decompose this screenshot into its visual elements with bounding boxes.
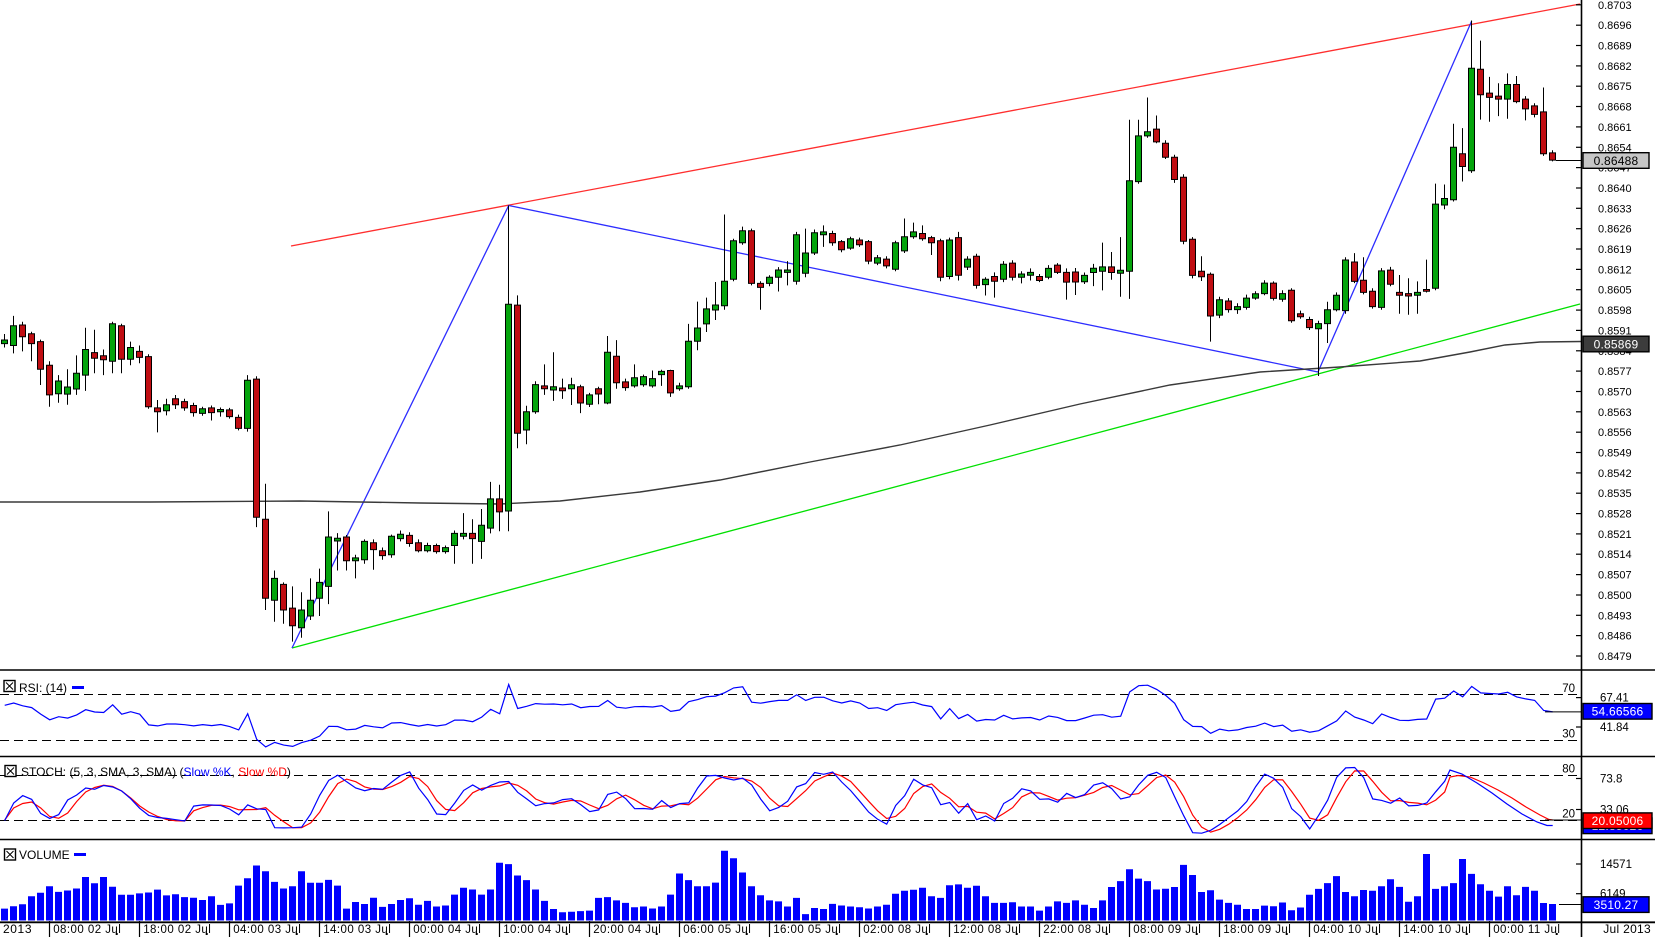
svg-text:12:00 08 Jul: 12:00 08 Jul	[953, 924, 1021, 936]
svg-text:0.8619: 0.8619	[1598, 244, 1632, 256]
svg-text:70: 70	[1562, 683, 1575, 695]
svg-text:0.8500: 0.8500	[1598, 590, 1632, 602]
svg-text:14:00 10 Jul: 14:00 10 Jul	[1403, 924, 1471, 936]
svg-text:0.86488: 0.86488	[1594, 154, 1639, 168]
svg-text:20.05006: 20.05006	[1592, 814, 1644, 828]
svg-text:00:00 11 Jul: 00:00 11 Jul	[1493, 924, 1560, 936]
svg-text:0.8528: 0.8528	[1598, 509, 1632, 521]
svg-text:80: 80	[1562, 764, 1575, 776]
svg-text:RSI: (14): RSI: (14)	[19, 681, 67, 695]
svg-text:14571: 14571	[1600, 859, 1632, 871]
svg-text:0.8605: 0.8605	[1598, 285, 1632, 297]
svg-text:0.8549: 0.8549	[1598, 448, 1632, 460]
svg-text:0.8563: 0.8563	[1598, 407, 1632, 419]
svg-text:02:00 08 Jul: 02:00 08 Jul	[863, 924, 931, 936]
svg-text:18:00 02 Jul: 18:00 02 Jul	[143, 924, 211, 936]
svg-text:0.8689: 0.8689	[1598, 41, 1632, 53]
svg-text:18:00 09 Jul: 18:00 09 Jul	[1223, 924, 1291, 936]
svg-text:3510.27: 3510.27	[1594, 898, 1639, 912]
svg-text:0.8556: 0.8556	[1598, 427, 1632, 439]
svg-text:04:00 03 Jul: 04:00 03 Jul	[233, 924, 301, 936]
svg-text:08:00 02 Jul: 08:00 02 Jul	[53, 924, 121, 936]
svg-text:2013: 2013	[3, 922, 32, 936]
svg-text:0.8493: 0.8493	[1598, 610, 1632, 622]
svg-text:0.8521: 0.8521	[1598, 529, 1632, 541]
svg-text:00:00 04 Jul: 00:00 04 Jul	[413, 924, 481, 936]
svg-text:30: 30	[1562, 729, 1575, 741]
svg-text:0.8696: 0.8696	[1598, 20, 1632, 32]
svg-text:0.8626: 0.8626	[1598, 224, 1632, 236]
svg-text:14:00 03 Jul: 14:00 03 Jul	[323, 924, 391, 936]
svg-text:0.8570: 0.8570	[1598, 387, 1632, 399]
svg-text:54.66566: 54.66566	[1592, 705, 1644, 719]
svg-text:20: 20	[1562, 809, 1575, 821]
svg-text:16:00 05 Jul: 16:00 05 Jul	[773, 924, 841, 936]
svg-text:0.8598: 0.8598	[1598, 305, 1632, 317]
svg-text:0.8675: 0.8675	[1598, 81, 1632, 93]
svg-text:0.8661: 0.8661	[1598, 122, 1632, 134]
svg-text:STOCH: (5, 3, SMA, 3, SMA) (Sl: STOCH: (5, 3, SMA, 3, SMA) (Slow %K, Slo…	[21, 765, 291, 779]
svg-text:0.8668: 0.8668	[1598, 102, 1632, 114]
svg-text:VOLUME: VOLUME	[19, 848, 70, 862]
svg-text:0.8612: 0.8612	[1598, 264, 1632, 276]
svg-text:04:00 10 Jul: 04:00 10 Jul	[1313, 924, 1381, 936]
svg-text:0.8682: 0.8682	[1598, 61, 1632, 73]
svg-text:0.8535: 0.8535	[1598, 488, 1632, 500]
svg-text:0.8514: 0.8514	[1598, 549, 1632, 561]
svg-text:0.8577: 0.8577	[1598, 366, 1632, 378]
svg-text:0.85869: 0.85869	[1594, 337, 1639, 351]
svg-text:0.8507: 0.8507	[1598, 570, 1632, 582]
svg-text:41.84: 41.84	[1600, 722, 1629, 734]
svg-text:0.8542: 0.8542	[1598, 468, 1632, 480]
svg-text:Jul 2013: Jul 2013	[1603, 922, 1651, 936]
svg-text:0.8703: 0.8703	[1598, 0, 1632, 12]
svg-text:0.8633: 0.8633	[1598, 203, 1632, 215]
svg-text:0.8591: 0.8591	[1598, 325, 1632, 337]
svg-text:0.8479: 0.8479	[1598, 651, 1632, 663]
svg-text:0.8486: 0.8486	[1598, 631, 1632, 643]
svg-text:22:00 08 Jul: 22:00 08 Jul	[1043, 924, 1111, 936]
svg-text:73.8: 73.8	[1600, 774, 1622, 786]
svg-text:10:00 04 Jul: 10:00 04 Jul	[503, 924, 571, 936]
svg-text:20:00 04 Jul: 20:00 04 Jul	[593, 924, 661, 936]
svg-text:08:00 09 Jul: 08:00 09 Jul	[1133, 924, 1201, 936]
svg-text:0.8640: 0.8640	[1598, 183, 1632, 195]
svg-text:0.8654: 0.8654	[1598, 142, 1632, 154]
svg-text:06:00 05 Jul: 06:00 05 Jul	[683, 924, 751, 936]
svg-text:67.41: 67.41	[1600, 693, 1629, 705]
